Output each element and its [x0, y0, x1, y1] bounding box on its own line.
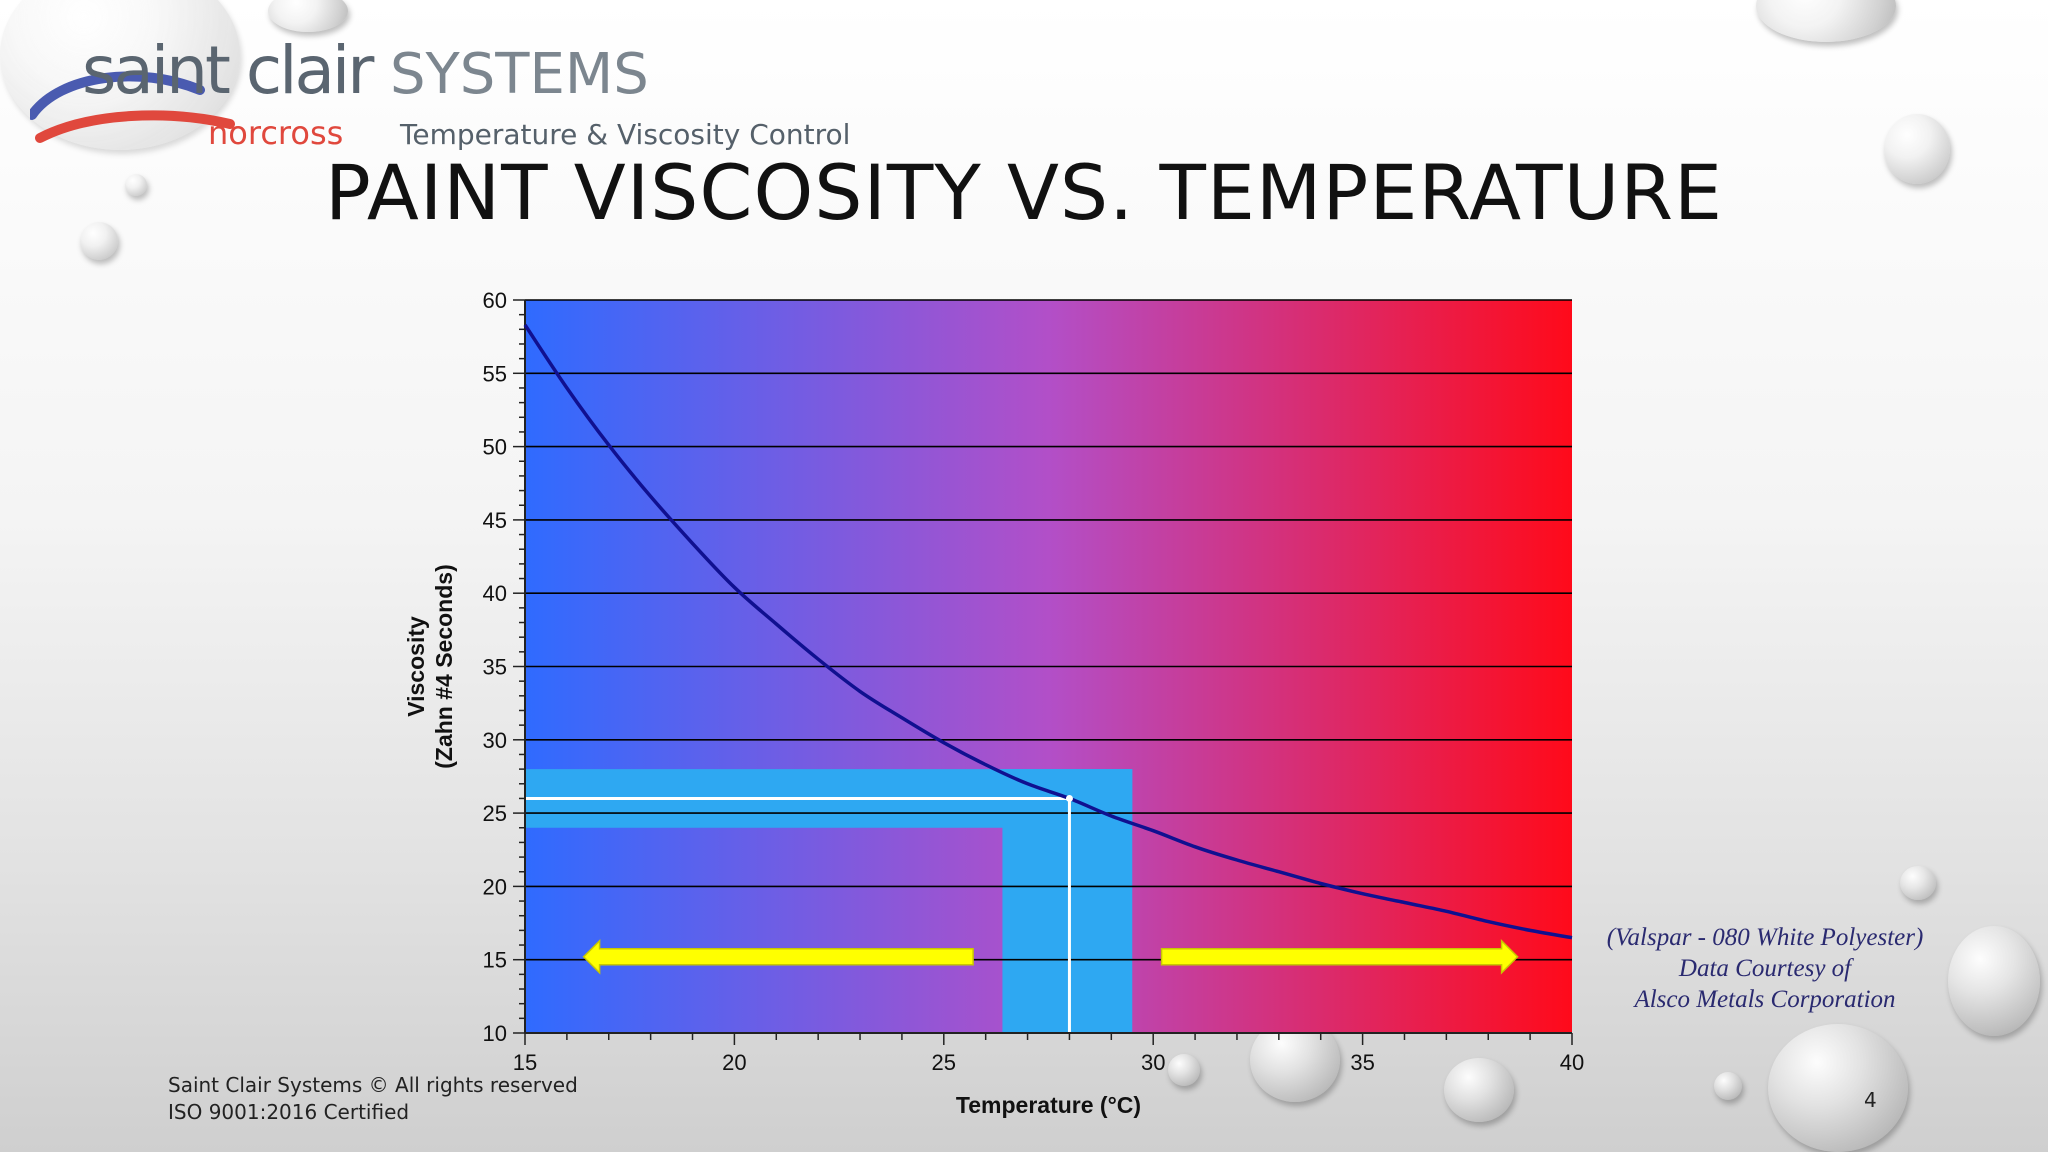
x-tick-label: 30 [1141, 1050, 1165, 1075]
x-tick-label: 35 [1350, 1050, 1374, 1075]
source-line: Data Courtesy of [1678, 955, 1852, 982]
slide-title: PAINT VISCOSITY VS. TEMPERATURE [324, 148, 1724, 237]
x-tick-label: 25 [932, 1050, 956, 1075]
company-logo: saint clair SYSTEMS norcross Temperature… [30, 20, 910, 160]
water-drop [1714, 1072, 1742, 1100]
y-tick-label: 60 [483, 288, 507, 313]
target-lines [525, 796, 1071, 1033]
sub-brand: norcross [208, 114, 344, 152]
target-point [1065, 794, 1073, 802]
control-band-vertical [1002, 769, 1133, 1033]
water-drop [1948, 926, 2040, 1036]
water-drop [1168, 1054, 1200, 1086]
y-tick-label: 35 [483, 655, 507, 680]
water-drop [1444, 1058, 1514, 1122]
brand-name-primary: saint clair [82, 32, 374, 109]
brand-tagline: Temperature & Viscosity Control [400, 118, 851, 151]
source-line: (Valspar - 080 White Polyester) [1606, 924, 1924, 951]
left-arrow [582, 938, 974, 975]
y-tick-label: 25 [483, 801, 507, 826]
copyright-text: Saint Clair Systems © All rights reserve… [168, 1073, 578, 1097]
viscosity-curve-layer [523, 323, 1573, 940]
y-tick-label: 30 [483, 728, 507, 753]
y-tick-label: 45 [483, 508, 507, 533]
water-drop [268, 0, 348, 32]
water-drop [125, 174, 147, 196]
water-drop [1768, 1024, 1908, 1152]
certification-text: ISO 9001:2016 Certified [168, 1100, 410, 1124]
y-axis-title-line: Viscosity [403, 616, 429, 717]
x-tick-label: 15 [513, 1050, 537, 1075]
x-tick-label: 40 [1560, 1050, 1584, 1075]
swoosh-icon [30, 71, 235, 143]
x-axis-title: Temperature (°C) [956, 1092, 1141, 1118]
right-arrow [1160, 938, 1519, 975]
y-tick-label: 20 [483, 874, 507, 899]
y-tick-label: 15 [483, 948, 507, 973]
x-tick-label: 20 [722, 1050, 746, 1075]
y-tick-label: 40 [483, 581, 507, 606]
y-tick-label: 55 [483, 361, 507, 386]
axes [513, 299, 1573, 1045]
y-tick-label: 50 [483, 435, 507, 460]
brand-name-secondary: SYSTEMS [390, 42, 649, 107]
y-axis-title-line: (Zahn #4 Seconds) [431, 564, 457, 768]
y-tick-label: 10 [483, 1021, 507, 1046]
water-drop [80, 222, 118, 260]
source-line: Alsco Metals Corporation [1634, 986, 1896, 1013]
range-arrows [582, 938, 1519, 975]
water-drop [1884, 114, 1950, 184]
data-source-note: (Valspar - 080 White Polyester) Data Cou… [1560, 922, 1970, 1015]
water-drop [1900, 866, 1936, 900]
page-number: 4 [1864, 1088, 1877, 1112]
footer: Saint Clair Systems © All rights reserve… [168, 1072, 578, 1126]
